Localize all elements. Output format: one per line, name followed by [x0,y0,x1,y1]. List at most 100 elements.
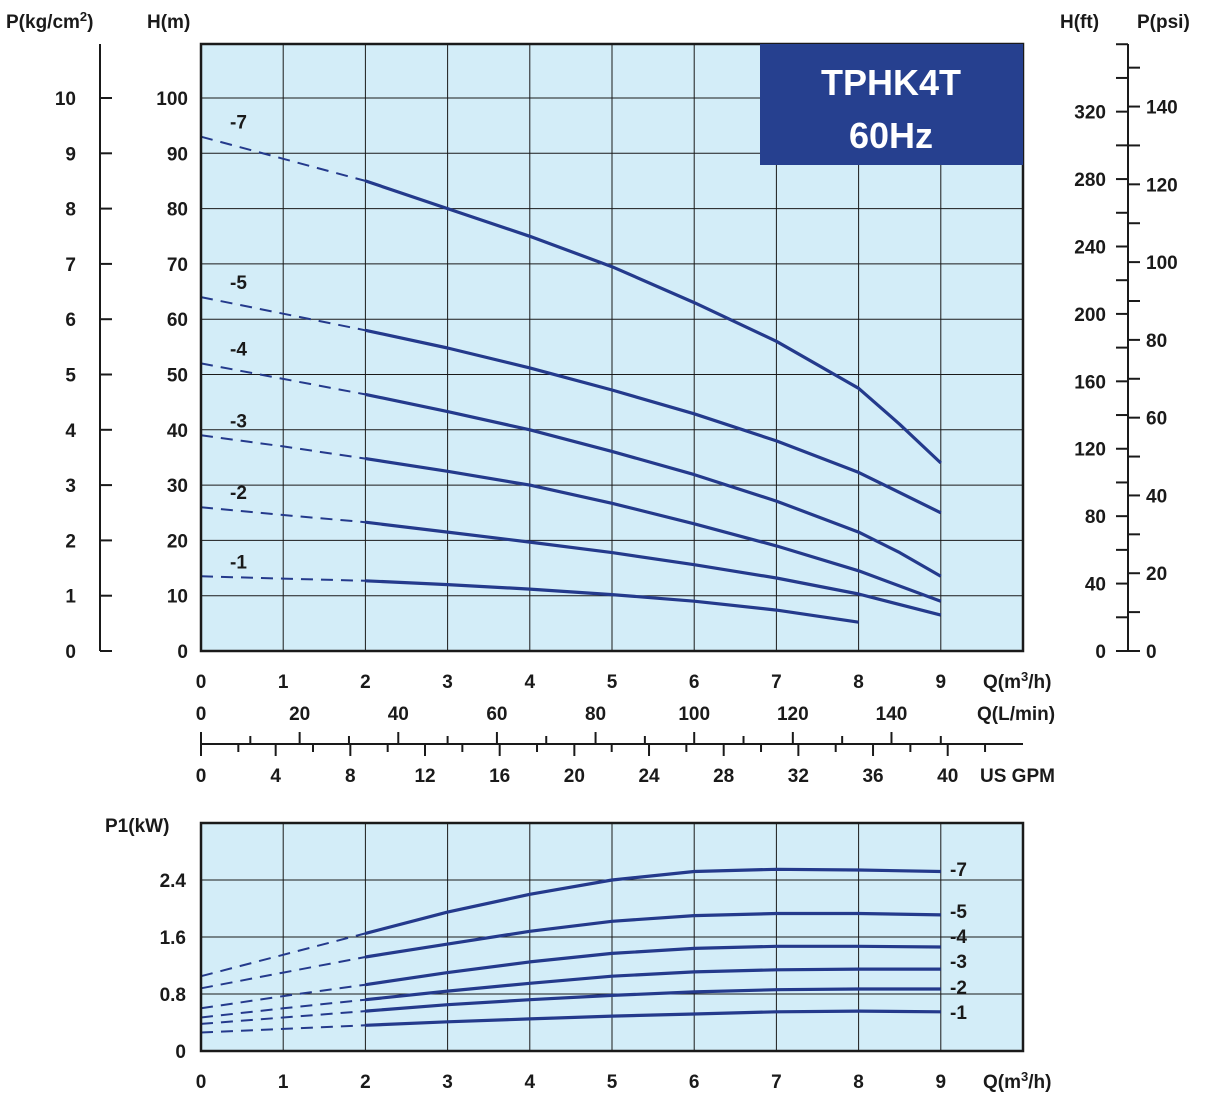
head-curve-label: -4 [230,339,247,360]
power-curve-label: -1 [950,1003,967,1024]
power-curve-m4 [365,944,941,987]
power-curve-m3 [365,967,941,1002]
power-flow-tick-label: 5 [607,1072,618,1093]
ft-tick-label: 120 [1074,440,1106,461]
power-curve-m5 [365,911,941,959]
flow-lmin-axis: 0 20 40 60 80 100 120 140 [196,704,942,744]
power-flow-tick-label: 3 [442,1072,453,1093]
kgcm2-tick-label: 6 [65,310,76,331]
power-flow-tick-label: 9 [936,1072,947,1093]
head-curve-label: -5 [230,273,247,294]
power-flow-tick-label: 4 [525,1072,536,1093]
gpm-tick-label: 8 [345,766,356,787]
head-m-tick-label: 30 [167,476,188,497]
psi-tick-label: 60 [1146,409,1167,430]
ft-tick-label: 0 [1095,642,1106,663]
gpm-tick-label: 36 [862,766,883,787]
gpm-tick-label: 20 [564,766,585,787]
power-flow-tick-label: 8 [853,1072,864,1093]
head-m-tick-label: 0 [177,642,188,663]
model-name: TPHK4T [821,62,961,103]
head-m-axis-label: H(m) [147,12,190,33]
kgcm2-axis: 0 1 2 3 4 5 6 7 8 9 10 [55,89,112,663]
power-kw-tick-label: 0 [175,1042,186,1063]
ft-tick-label: 160 [1074,372,1106,393]
flow-m3h-tick-label: 8 [853,672,864,693]
power-dashed-m7 [200,932,366,978]
lmin-tick-label: 80 [585,704,606,725]
model-frequency: 60Hz [849,115,933,156]
head-curve-label: -3 [230,411,247,432]
head-m-tick-label: 70 [167,255,188,276]
flow-m3h-tick-label: 9 [936,672,947,693]
gpm-tick-label: 32 [788,766,809,787]
ft-tick-label: 240 [1074,237,1106,258]
kgcm2-tick-label: 8 [65,200,76,221]
head-m-tick-label: 20 [167,531,188,552]
head-curve-labels: -7 -5 -4 -3 -2 -1 [230,113,247,574]
head-curve-label: -7 [230,113,247,134]
head-plot-frame [199,42,1025,653]
kgcm2-tick-label: 2 [65,531,76,552]
gpm-tick-label: 40 [937,766,958,787]
head-curve-label: -1 [230,552,247,573]
psi-tick-label: 0 [1146,642,1157,663]
power-flow-axis: 0 1 2 3 4 5 6 7 8 9 [196,1072,946,1093]
power-curve-label: -7 [950,860,967,881]
ft-tick-label: 320 [1074,103,1106,124]
head-curve-m3 [365,457,942,603]
kgcm2-tick-label: 9 [65,144,76,165]
lmin-tick-label: 40 [388,704,409,725]
power-curve-labels: -7 -5 -4 -3 -2 -1 [950,860,967,1024]
power-dashed-m4 [200,983,366,1010]
kgcm2-tick-label: 3 [65,476,76,497]
flow-m3h-tick-label: 2 [360,672,371,693]
head-m-axis: 0 10 20 30 40 50 60 70 80 90 100 [156,89,188,663]
power-flow-tick-label: 7 [771,1072,782,1093]
kgcm2-tick-label: 5 [65,366,76,387]
gpm-tick-label: 28 [713,766,734,787]
head-dashed-m5 [200,296,366,332]
gpm-tick-label: 12 [414,766,435,787]
flow-lmin-axis-label: Q(L/min) [977,704,1055,725]
gpm-tick-label: 24 [638,766,660,787]
head-curve-m2 [365,520,942,617]
psi-tick-label: 140 [1146,98,1178,119]
lmin-tick-label: 0 [196,704,207,725]
flow-m3h-tick-label: 3 [442,672,453,693]
head-ft-axis: 0 40 80 120 160 200 240 280 320 [1074,43,1128,663]
head-m-tick-label: 60 [167,310,188,331]
flow-m3h-tick-label: 6 [689,672,700,693]
ft-tick-label: 40 [1085,575,1106,596]
power-flow-tick-label: 6 [689,1072,700,1093]
power-flow-tick-label: 2 [360,1072,371,1093]
head-m-tick-label: 80 [167,200,188,221]
gpm-tick-label: 16 [489,766,510,787]
psi-axis: 0 20 40 60 80 100 120 140 [1128,66,1178,663]
flow-m3h-tick-label: 7 [771,672,782,693]
pressure-kgcm2-axis-label: P(kg/cm2) [6,9,93,33]
head-curve-m4 [365,392,942,578]
head-curve-m5 [365,328,942,515]
pressure-psi-axis-label: P(psi) [1137,12,1190,33]
head-curve-label: -2 [230,483,247,504]
psi-tick-label: 120 [1146,175,1178,196]
ft-tick-label: 200 [1074,305,1106,326]
power-curve-label: -5 [950,902,967,923]
head-dashed-m2 [200,506,366,524]
psi-tick-label: 20 [1146,564,1167,585]
power-curves [200,867,941,1034]
head-curve-m1 [365,579,859,624]
power-curve-label: -3 [950,952,967,973]
power-flow-tick-label: 0 [196,1072,207,1093]
head-curves [200,135,942,624]
power-curve-m2 [365,987,941,1013]
head-m-tick-label: 90 [167,144,188,165]
power-kw-tick-label: 0.8 [160,985,186,1006]
lmin-tick-label: 60 [486,704,507,725]
kgcm2-tick-label: 7 [65,255,76,276]
flow-m3h-tick-label: 0 [196,672,207,693]
lmin-tick-label: 120 [777,704,809,725]
lmin-tick-label: 100 [678,704,710,725]
psi-tick-label: 80 [1146,331,1167,352]
